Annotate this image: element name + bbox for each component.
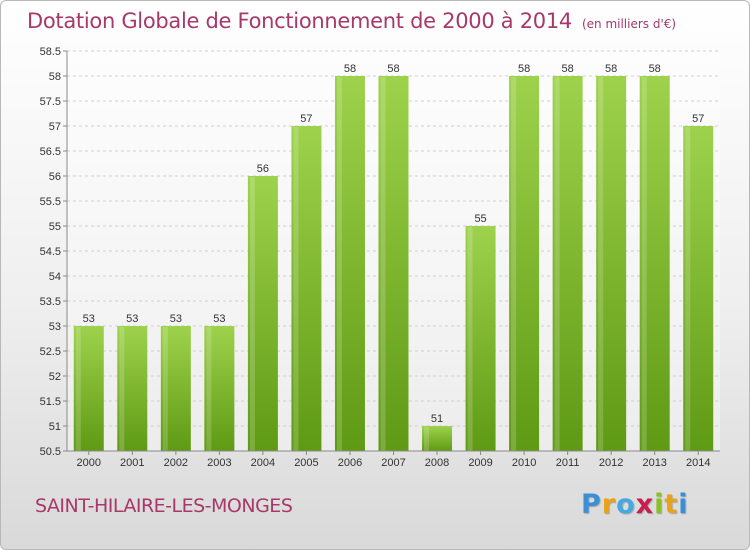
x-tick-label: 2010 [512, 457, 536, 469]
chart-title: Dotation Globale de Fonctionnement de 20… [27, 9, 676, 33]
logo-letter: x [635, 489, 655, 520]
bar-highlight [336, 77, 342, 451]
bar-highlight [554, 77, 560, 451]
y-tick-label: 54 [49, 271, 61, 283]
y-tick-label: 54.5 [40, 246, 61, 258]
bar-highlight [424, 427, 430, 451]
x-tick-label: 2009 [468, 457, 492, 469]
bar [160, 326, 191, 451]
chart-title-text: Dotation Globale de Fonctionnement de 20… [27, 9, 572, 33]
bar-value-label: 57 [692, 113, 704, 125]
bar-value-label: 51 [431, 413, 443, 425]
proxiti-logo: Proxiti [581, 489, 689, 520]
bar-value-label: 58 [649, 63, 661, 75]
x-tick-label: 2007 [381, 457, 405, 469]
bar-highlight [598, 77, 604, 451]
bar [247, 176, 278, 451]
bar-highlight [293, 127, 299, 451]
bar [378, 76, 409, 451]
bar-value-label: 53 [126, 313, 138, 325]
x-tick-label: 2003 [207, 457, 231, 469]
bar-value-label: 53 [213, 313, 225, 325]
bar-value-label: 58 [605, 63, 617, 75]
bar-highlight [467, 227, 473, 451]
x-tick-label: 2012 [599, 457, 623, 469]
bar-highlight [119, 327, 125, 451]
bar-highlight [641, 77, 647, 451]
bar [552, 76, 583, 451]
bar [291, 126, 322, 451]
bar-value-label: 57 [300, 113, 312, 125]
axes: 50.5 51 51.5 52 52.5 53 53.5 54 54.5 55 55.5 56 56.5… [40, 46, 720, 469]
y-tick-label: 52.5 [40, 346, 61, 358]
bar-highlight [162, 327, 168, 451]
y-tick-label: 55 [49, 221, 61, 233]
x-tick-label: 2001 [120, 457, 144, 469]
logo-letter: P [581, 489, 602, 520]
bar-value-label: 53 [83, 313, 95, 325]
bar-value-label: 56 [257, 163, 269, 175]
y-tick-label: 57 [49, 121, 61, 133]
x-tick-label: 2005 [294, 457, 318, 469]
x-tick-label: 2006 [338, 457, 362, 469]
y-tick-label: 50.5 [40, 446, 61, 458]
x-tick-label: 2011 [556, 457, 580, 469]
x-tick-label: 2013 [642, 457, 666, 469]
bar [117, 326, 148, 451]
bar-value-label: 53 [170, 313, 182, 325]
bars: 53 53 53 53 56 57 58 58 51 55 58 58 58 58 57 [73, 63, 714, 451]
bar [334, 76, 365, 451]
y-tick-label: 51.5 [40, 396, 61, 408]
bar-value-label: 58 [518, 63, 530, 75]
x-tick-label: 2002 [164, 457, 188, 469]
x-tick-label: 2004 [251, 457, 275, 469]
bar [204, 326, 235, 451]
bar [422, 426, 453, 451]
bar-highlight [380, 77, 386, 451]
y-tick-label: 58.5 [40, 46, 61, 58]
logo-letter: o [616, 489, 636, 520]
bar [73, 326, 104, 451]
bar [639, 76, 670, 451]
bar-value-label: 58 [562, 63, 574, 75]
y-tick-label: 53 [49, 321, 61, 333]
y-tick-label: 52 [49, 371, 61, 383]
bar-highlight [511, 77, 517, 451]
commune-name: SAINT-HILAIRE-LES-MONGES [35, 495, 293, 517]
y-tick-label: 56.5 [40, 146, 61, 158]
y-tick-label: 58 [49, 71, 61, 83]
bar [596, 76, 627, 451]
unit-note: (en milliers d'€) [581, 17, 677, 31]
bar-highlight [206, 327, 212, 451]
y-tick-label: 57.5 [40, 96, 61, 108]
y-tick-label: 56 [49, 171, 61, 183]
bar-highlight [249, 177, 255, 451]
bar [465, 226, 496, 451]
logo-letter: i [654, 489, 665, 520]
bar [683, 126, 714, 451]
y-tick-label: 53.5 [40, 296, 61, 308]
logo-letter: i [678, 489, 689, 520]
bar-highlight [685, 127, 691, 451]
bar-value-label: 58 [387, 63, 399, 75]
x-tick-label: 2014 [686, 457, 710, 469]
bar-highlight [75, 327, 81, 451]
bar-value-label: 55 [474, 213, 486, 225]
logo-letter: t [664, 489, 679, 520]
y-tick-label: 55.5 [40, 196, 61, 208]
logo-letter: r [601, 489, 617, 520]
x-tick-label: 2008 [425, 457, 449, 469]
bar [509, 76, 540, 451]
bar-value-label: 58 [344, 63, 356, 75]
x-tick-label: 2000 [77, 457, 101, 469]
y-tick-label: 51 [49, 421, 61, 433]
